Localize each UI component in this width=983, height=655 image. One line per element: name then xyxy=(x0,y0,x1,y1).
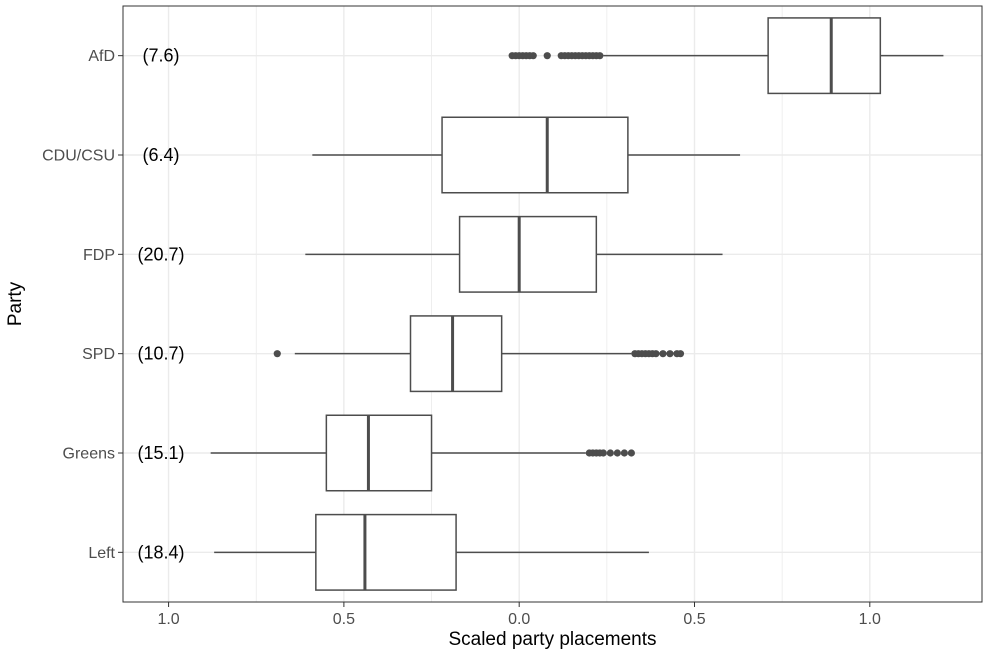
box-spd xyxy=(273,315,685,393)
y-tick-label: SPD xyxy=(82,346,115,363)
outlier-point xyxy=(659,350,667,358)
y-tick-label: FDP xyxy=(83,247,115,264)
party-annotation: (20.7) xyxy=(137,244,184,264)
outlier-point xyxy=(273,350,281,358)
outlier-point xyxy=(652,350,660,358)
party-annotation: (10.7) xyxy=(137,344,184,364)
outlier-point xyxy=(606,449,614,457)
box-iqr xyxy=(409,315,503,393)
outlier-point xyxy=(599,449,607,457)
box-iqr xyxy=(767,17,882,95)
x-tick-label: 0.5 xyxy=(333,611,355,628)
annotations: (7.6) (6.4) (20.7) (10.7) (15.1) (18.4) xyxy=(137,46,184,563)
party-annotation: (18.4) xyxy=(137,542,184,562)
y-tick-label: Greens xyxy=(63,446,115,463)
outlier-point xyxy=(529,52,537,60)
party-annotation: (15.1) xyxy=(137,443,184,463)
x-tick-label: 0.0 xyxy=(508,611,530,628)
box-fdp xyxy=(305,215,723,293)
box-left xyxy=(214,513,649,591)
x-tick-label: 1.0 xyxy=(859,611,881,628)
grid xyxy=(123,6,982,602)
x-axis-title: Scaled party placements xyxy=(448,629,656,650)
box-iqr xyxy=(441,116,629,194)
outlier-point xyxy=(627,449,635,457)
boxes xyxy=(210,17,944,591)
box-cdu-csu xyxy=(312,116,741,194)
box-iqr xyxy=(315,513,457,591)
panel-border xyxy=(122,5,983,603)
outlier-point xyxy=(676,350,685,358)
x-tick-label: 1.0 xyxy=(157,611,179,628)
y-tick-label: CDU/CSU xyxy=(42,148,115,165)
outlier-point xyxy=(543,52,551,60)
x-tick-label: 0.5 xyxy=(683,611,705,628)
y-tick-label: Left xyxy=(88,545,115,562)
y-axis-title: Party xyxy=(5,281,26,326)
party-annotation: (6.4) xyxy=(142,145,179,165)
box-iqr xyxy=(325,414,433,492)
y-axis: AfD CDU/CSU FDP SPD Greens Left xyxy=(42,48,123,562)
outlier-point xyxy=(620,449,628,457)
box-iqr xyxy=(458,215,598,293)
y-tick-label: AfD xyxy=(88,48,115,65)
outlier-point xyxy=(596,52,604,60)
outlier-point xyxy=(666,350,674,358)
x-axis: 1.0 0.5 0.0 0.5 1.0 xyxy=(157,602,881,628)
party-annotation: (7.6) xyxy=(142,46,179,66)
outlier-point xyxy=(613,449,621,457)
box-afd xyxy=(508,17,944,95)
box-greens xyxy=(210,414,635,492)
